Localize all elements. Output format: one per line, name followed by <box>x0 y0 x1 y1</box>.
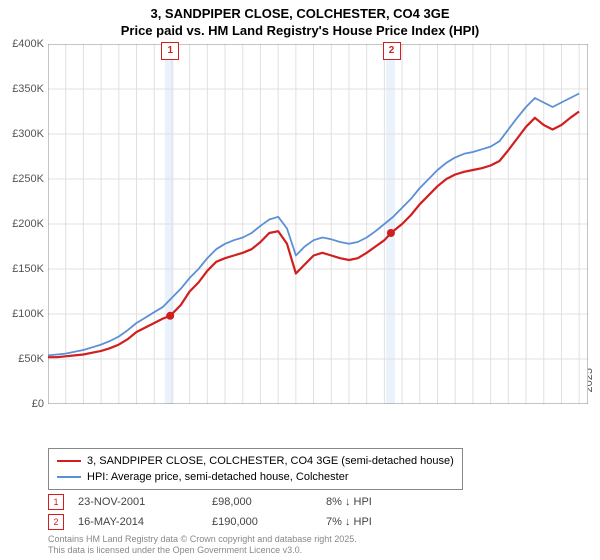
plot-area: 12 <box>48 44 588 404</box>
transaction-marker: 2 <box>48 514 64 530</box>
transaction-price: £190,000 <box>212 516 312 528</box>
y-tick-label: £400K <box>2 38 44 50</box>
y-tick-label: £350K <box>2 83 44 95</box>
transaction-price: £98,000 <box>212 496 312 508</box>
legend-swatch <box>57 460 81 463</box>
chart-title: 3, SANDPIPER CLOSE, COLCHESTER, CO4 3GE … <box>0 0 600 40</box>
transaction-row: 1 23-NOV-2001 £98,000 8% ↓ HPI <box>48 492 426 512</box>
marker-flag-2: 2 <box>383 42 401 60</box>
transaction-row: 2 16-MAY-2014 £190,000 7% ↓ HPI <box>48 512 426 532</box>
chart-svg <box>48 44 588 404</box>
footer-attribution: Contains HM Land Registry data © Crown c… <box>48 534 357 556</box>
y-tick-label: £100K <box>2 308 44 320</box>
title-line1: 3, SANDPIPER CLOSE, COLCHESTER, CO4 3GE <box>150 6 449 21</box>
transaction-delta: 8% ↓ HPI <box>326 496 426 508</box>
transaction-delta: 7% ↓ HPI <box>326 516 426 528</box>
y-tick-label: £300K <box>2 128 44 140</box>
marker-dot-1 <box>166 312 174 320</box>
transaction-date: 16-MAY-2014 <box>78 516 198 528</box>
marker-flag-1: 1 <box>161 42 179 60</box>
y-tick-label: £250K <box>2 173 44 185</box>
legend-label: 3, SANDPIPER CLOSE, COLCHESTER, CO4 3GE … <box>87 455 454 467</box>
legend-label: HPI: Average price, semi-detached house,… <box>87 471 349 483</box>
marker-dot-2 <box>387 229 395 237</box>
legend: 3, SANDPIPER CLOSE, COLCHESTER, CO4 3GE … <box>48 448 463 490</box>
transactions-table: 1 23-NOV-2001 £98,000 8% ↓ HPI 2 16-MAY-2014 £… <box>48 492 426 532</box>
title-line2: Price paid vs. HM Land Registry's House … <box>121 23 480 38</box>
footer-line1: Contains HM Land Registry data © Crown c… <box>48 534 357 544</box>
legend-row: HPI: Average price, semi-detached house,… <box>57 469 454 485</box>
transaction-date: 23-NOV-2001 <box>78 496 198 508</box>
transaction-marker: 1 <box>48 494 64 510</box>
legend-row: 3, SANDPIPER CLOSE, COLCHESTER, CO4 3GE … <box>57 453 454 469</box>
footer-line2: This data is licensed under the Open Gov… <box>48 545 302 555</box>
y-tick-label: £0 <box>2 398 44 410</box>
y-tick-label: £200K <box>2 218 44 230</box>
chart-container: 3, SANDPIPER CLOSE, COLCHESTER, CO4 3GE … <box>0 0 600 560</box>
y-tick-label: £50K <box>2 353 44 365</box>
legend-swatch <box>57 476 81 478</box>
y-tick-label: £150K <box>2 263 44 275</box>
